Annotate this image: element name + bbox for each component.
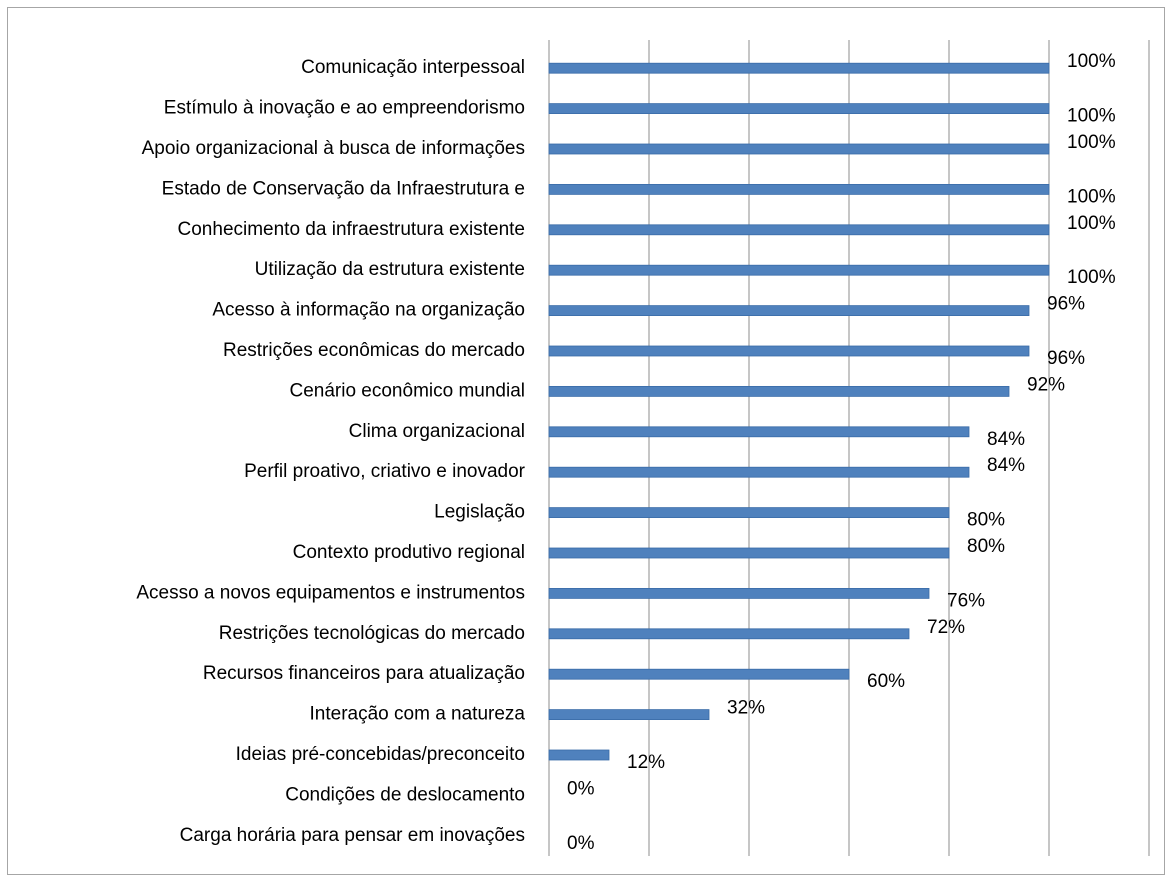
value-label: 100%	[1067, 267, 1116, 288]
value-label: 0%	[567, 833, 595, 854]
value-label: 92%	[1027, 374, 1065, 395]
category-label: Recursos financeiros para atualização	[203, 663, 525, 684]
category-label: Conhecimento da infraestrutura existente	[178, 219, 525, 240]
category-label: Legislação	[434, 502, 525, 523]
bar	[548, 588, 930, 599]
bar	[548, 507, 950, 519]
bar	[548, 749, 610, 761]
category-label: Acesso a novos equipamentos e instrument…	[136, 582, 525, 603]
bar	[548, 103, 1050, 114]
category-label: Estímulo à inovação e ao empreendorismo	[164, 98, 525, 119]
bar	[548, 62, 1050, 74]
category-label: Utilização da estrutura existente	[255, 259, 525, 280]
bar	[548, 143, 1050, 155]
value-label: 84%	[987, 429, 1025, 450]
value-label: 96%	[1047, 294, 1085, 315]
value-label: 84%	[987, 455, 1025, 476]
bar	[548, 264, 1050, 276]
category-label: Restrições econômicas do mercado	[223, 340, 525, 361]
category-label: Ideias pré-concebidas/preconceito	[236, 744, 525, 765]
value-label: 72%	[927, 617, 965, 638]
bar	[548, 224, 1050, 236]
value-label: 32%	[727, 698, 765, 719]
category-label: Condições de deslocamento	[285, 784, 525, 805]
bar	[548, 426, 970, 438]
category-label: Comunicação interpessoal	[301, 57, 525, 78]
bar	[548, 547, 950, 559]
bar	[548, 345, 1030, 357]
bar	[548, 183, 1050, 195]
value-label: 96%	[1047, 348, 1085, 369]
bar	[548, 305, 1030, 317]
value-label: 80%	[967, 536, 1005, 557]
value-label: 80%	[967, 510, 1005, 531]
bar	[548, 668, 850, 680]
bar	[548, 385, 1010, 397]
bar	[548, 466, 970, 478]
category-label: Contexto produtivo regional	[293, 542, 525, 563]
category-label: Carga horária para pensar em inovações	[180, 825, 525, 846]
bar	[548, 709, 710, 720]
category-label: Clima organizacional	[349, 421, 525, 442]
category-label: Estado de Conservação da Infraestrutura …	[162, 178, 525, 199]
value-label: 60%	[867, 671, 905, 692]
value-label: 100%	[1067, 186, 1116, 207]
category-label: Cenário econômico mundial	[289, 380, 525, 401]
value-label: 100%	[1067, 106, 1116, 127]
value-label: 0%	[567, 778, 595, 799]
category-label: Perfil proativo, criativo e inovador	[244, 461, 526, 482]
category-label: Restrições tecnológicas do mercado	[219, 623, 525, 644]
value-label: 76%	[947, 590, 985, 611]
value-label: 100%	[1067, 213, 1116, 234]
value-label: 100%	[1067, 51, 1116, 72]
category-label: Acesso à informação na organização	[212, 300, 525, 321]
category-label: Interação com a natureza	[310, 704, 526, 725]
bar	[548, 628, 910, 640]
category-label: Apoio organizacional à busca de informaç…	[142, 138, 525, 159]
value-label: 12%	[627, 752, 665, 773]
value-label: 100%	[1067, 132, 1116, 153]
